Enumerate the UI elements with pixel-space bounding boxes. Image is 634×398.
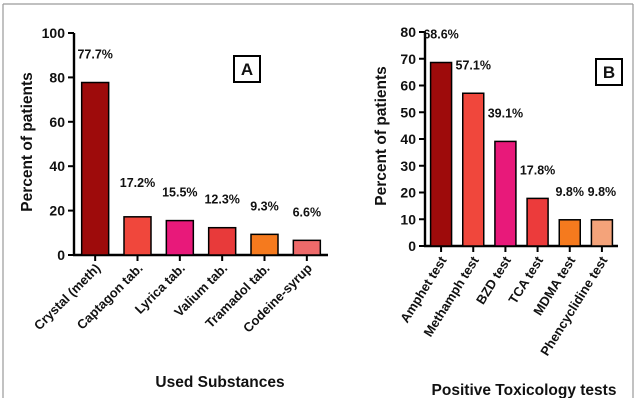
- panel-a-data-label-4: 12.3%: [204, 193, 239, 207]
- panel-a-data-label-3: 15.5%: [162, 186, 197, 200]
- panel-a-bar-4: [207, 226, 237, 256]
- panel-a-data-label-5: 9.3%: [250, 199, 279, 213]
- panel-b-y-tick-label: 10: [400, 211, 416, 227]
- panel-b-y-tick-label: 60: [400, 78, 416, 94]
- panel-b-data-label-5: 9.8%: [556, 185, 585, 199]
- panel-b-data-label-6: 9.8%: [588, 185, 617, 199]
- panel-b-y-axis-title: Percent of patients: [373, 66, 390, 206]
- panel-a-data-label-1: 77.7%: [77, 48, 112, 62]
- panel-a-bar-6: [292, 239, 322, 256]
- panel-b-bar-5: [558, 219, 581, 247]
- panel-b-bar-1: [429, 61, 453, 247]
- panel-b-bar-6: [590, 219, 614, 247]
- panel-a-bar-1: [80, 81, 110, 256]
- panel-a-label-box: [233, 55, 261, 83]
- panel-b-data-label-2: 57.1%: [456, 58, 491, 72]
- panel-b-label-box: [595, 58, 623, 86]
- panel-a-data-label-2: 17.2%: [120, 176, 155, 190]
- panel-b-bar-2: [462, 92, 485, 247]
- panel-a-bar-3: [165, 219, 195, 256]
- panel-a-bar-5: [250, 233, 279, 256]
- panel-a-x-axis-title: Used Substances: [155, 374, 284, 391]
- panel-a-label: A: [241, 60, 253, 79]
- panel-a-data-label-6: 6.6%: [293, 205, 322, 219]
- panel-b-y-tick-label: 20: [400, 185, 416, 201]
- panel-b-chart: Percent of patients Positive Toxicology …: [373, 24, 623, 398]
- panel-a-y-tick-label: 80: [49, 69, 65, 85]
- panel-b-bar-4: [526, 197, 549, 247]
- panel-a-y-tick-label: 40: [49, 158, 65, 174]
- panel-b-y-tick-label: 80: [400, 24, 416, 40]
- panel-b-y-tick-label: 40: [400, 131, 416, 147]
- panel-b-y-tick-label: 30: [400, 158, 416, 174]
- panel-b-y-tick-label: 0: [408, 238, 416, 254]
- panel-b-y-tick-label: 70: [400, 51, 416, 67]
- panel-a-y-tick-label: 20: [49, 203, 65, 219]
- panel-a-chart: Percent of patients Used Substances A 0 2…: [19, 25, 328, 391]
- panel-a-y-tick-label: 60: [49, 114, 65, 130]
- panel-a-y-tick-label: 100: [42, 25, 66, 41]
- panel-b-bar-3: [494, 140, 517, 247]
- panel-b-data-label-4: 17.8%: [520, 163, 555, 177]
- panel-b-data-label-1: 68.6%: [423, 27, 458, 41]
- panel-b-x-axis-title: Positive Toxicology tests: [432, 382, 617, 398]
- panel-a-y-tick-label: 0: [57, 247, 65, 263]
- panel-b-data-label-3: 39.1%: [488, 106, 523, 120]
- panel-a-y-axis-title: Percent of patients: [19, 72, 36, 212]
- panel-b-y-tick-label: 50: [400, 104, 416, 120]
- panel-a-bar-2: [123, 216, 152, 256]
- panel-b-label: B: [603, 63, 615, 82]
